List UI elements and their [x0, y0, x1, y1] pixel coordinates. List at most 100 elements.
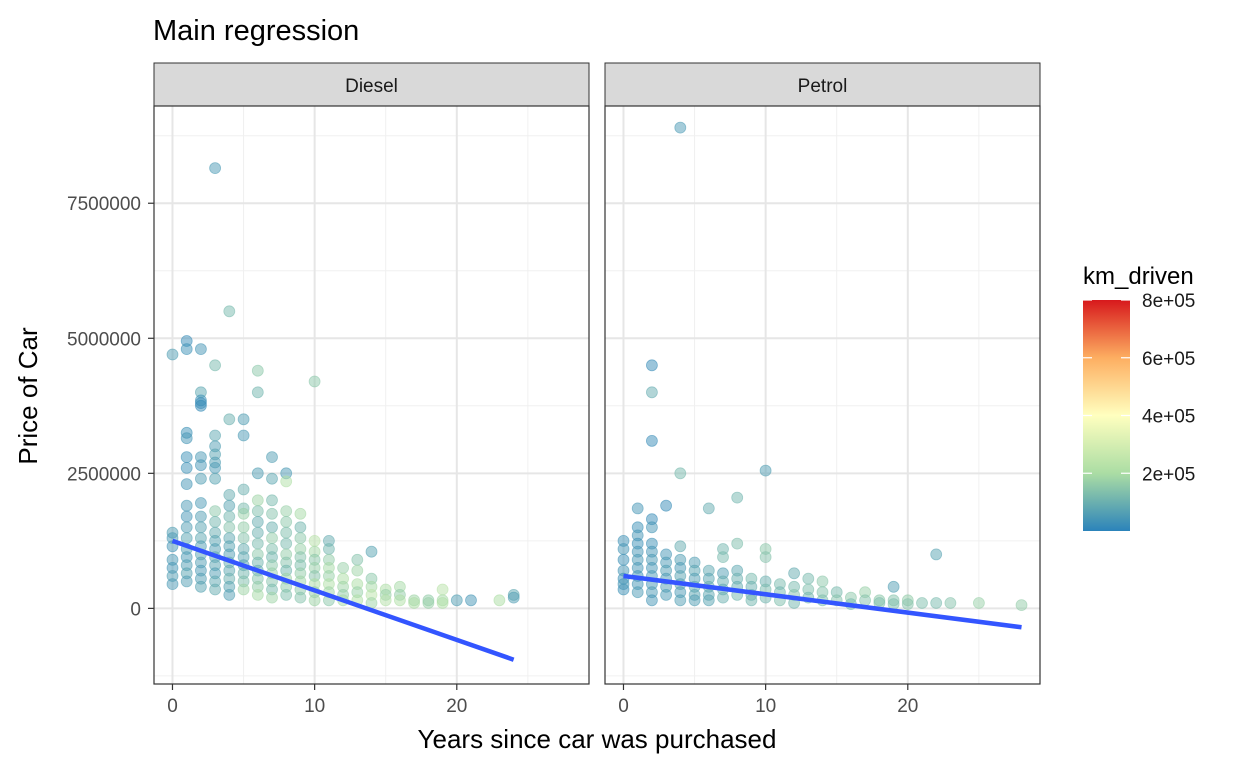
data-point: [916, 597, 928, 609]
data-point: [351, 553, 364, 566]
data-point: [209, 505, 222, 518]
data-point: [251, 526, 264, 539]
data-point: [493, 594, 506, 607]
data-point: [266, 494, 278, 507]
data-point: [209, 516, 222, 528]
y-tick-label: 0: [130, 599, 141, 620]
data-point: [294, 507, 307, 520]
data-point: [266, 521, 278, 534]
data-point: [251, 467, 264, 480]
x-tick-label: 10: [755, 696, 776, 717]
facet-panel-petrol: Petrol 0 10 20: [604, 62, 1041, 717]
data-point: [180, 461, 193, 474]
data-point: [322, 543, 335, 555]
data-point: [251, 386, 264, 399]
points-group: [617, 121, 1028, 611]
data-point: [745, 594, 758, 607]
data-point: [166, 578, 179, 590]
data-point: [194, 459, 207, 472]
data-point: [887, 598, 900, 610]
data-point: [251, 494, 264, 507]
facet-panel-diesel: Diesel 0 10 20: [153, 62, 590, 717]
data-point: [294, 591, 307, 604]
data-point: [674, 540, 687, 553]
data-point: [436, 583, 449, 596]
data-point: [308, 535, 321, 547]
data-point: [930, 597, 943, 609]
x-tick-label: 0: [618, 696, 629, 717]
data-point: [251, 505, 264, 518]
data-point: [731, 491, 744, 504]
data-point: [717, 551, 729, 563]
data-point: [646, 594, 658, 607]
data-point: [973, 597, 985, 609]
x-tick-label: 0: [167, 696, 178, 717]
data-point: [251, 516, 264, 528]
legend-tick-label: 4e+05: [1142, 407, 1195, 428]
data-point: [688, 594, 701, 607]
data-point: [660, 499, 672, 512]
data-point: [237, 532, 250, 544]
x-tick-label: 20: [446, 696, 467, 717]
data-point: [351, 564, 364, 577]
data-point: [617, 553, 630, 566]
data-point: [408, 597, 421, 609]
data-point: [194, 399, 207, 412]
data-point: [901, 598, 914, 610]
data-point: [617, 543, 630, 555]
data-point: [180, 478, 193, 491]
data-point: [237, 507, 250, 520]
data-point: [280, 589, 293, 601]
facet-strip: [604, 62, 1041, 107]
data-point: [180, 575, 193, 588]
data-point: [365, 545, 378, 558]
facet-strip-label: Diesel: [345, 76, 398, 97]
data-point: [308, 594, 321, 607]
data-point: [280, 516, 293, 528]
data-point: [646, 521, 658, 534]
data-point: [702, 594, 715, 607]
data-point: [507, 591, 520, 604]
data-point: [166, 348, 179, 361]
legend-tick-label: 8e+05: [1142, 291, 1195, 312]
data-point: [759, 464, 772, 477]
data-point: [209, 359, 222, 372]
data-point: [379, 594, 392, 607]
data-point: [1015, 599, 1028, 611]
data-point: [223, 305, 236, 318]
data-point: [266, 451, 278, 464]
data-point: [266, 591, 278, 604]
data-point: [450, 594, 463, 607]
data-point: [194, 343, 207, 356]
data-point: [251, 589, 264, 601]
data-point: [465, 594, 477, 607]
data-point: [223, 488, 236, 501]
data-point: [180, 510, 193, 523]
data-point: [209, 461, 222, 474]
data-point: [223, 589, 236, 601]
data-point: [660, 589, 672, 601]
data-point: [280, 537, 293, 550]
data-point: [194, 497, 207, 509]
data-point: [308, 375, 321, 388]
data-point: [251, 537, 264, 550]
data-point: [294, 532, 307, 544]
data-point: [237, 483, 250, 496]
data-point: [816, 575, 829, 588]
data-point: [393, 594, 406, 607]
data-point: [237, 583, 250, 596]
data-point: [887, 580, 900, 593]
legend-title: km_driven: [1083, 263, 1194, 290]
data-point: [180, 499, 193, 512]
data-point: [266, 507, 278, 520]
data-point: [280, 505, 293, 518]
data-point: [702, 502, 715, 515]
data-point: [674, 467, 687, 480]
data-point: [194, 580, 207, 593]
facet-strip: [153, 62, 590, 107]
data-point: [280, 475, 293, 488]
data-point: [631, 502, 644, 515]
data-point: [646, 359, 658, 372]
data-point: [223, 510, 236, 523]
data-point: [436, 597, 449, 609]
